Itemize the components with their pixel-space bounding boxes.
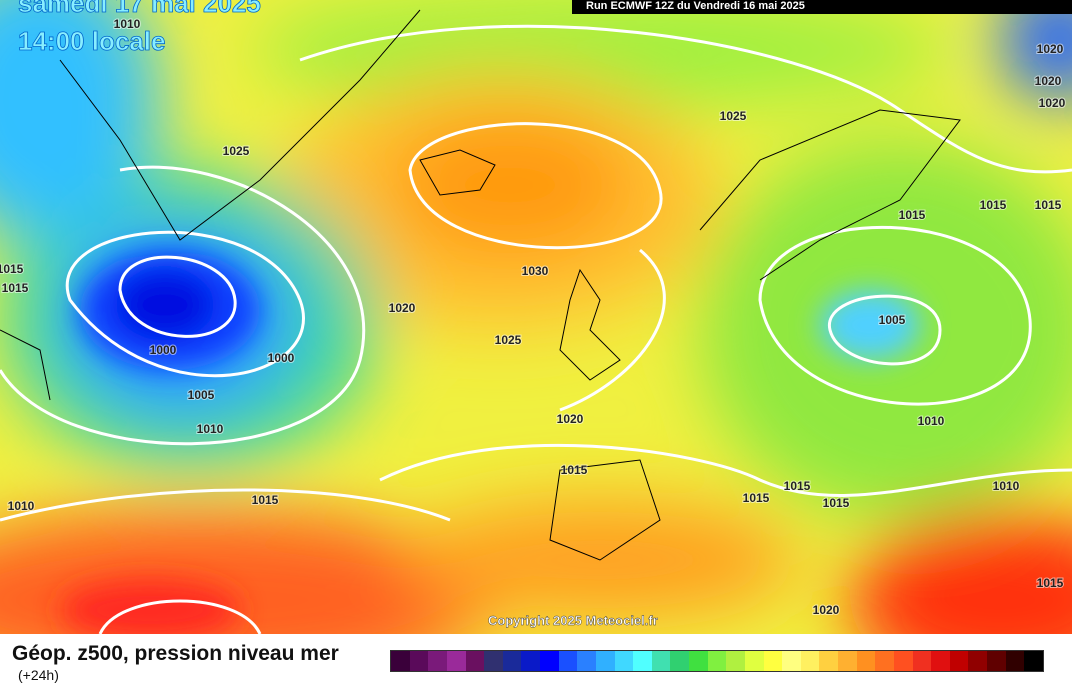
isobar-label: 1010 (197, 422, 224, 436)
scale-swatch (707, 651, 727, 671)
isobar-label: 1015 (2, 281, 29, 295)
scale-swatch (1005, 651, 1025, 671)
isobar-label: 1015 (899, 208, 926, 222)
footer-subtitle: (+24h) (18, 667, 59, 683)
scale-swatch (968, 651, 987, 671)
scale-swatch (838, 651, 857, 671)
scale-swatch (446, 651, 466, 671)
isobar-label: 1010 (918, 414, 945, 428)
isobar-label: 1025 (495, 333, 522, 347)
scale-swatch (987, 651, 1006, 671)
scale-swatch (540, 651, 559, 671)
scale-swatch (689, 651, 708, 671)
isobar-label: 1015 (1035, 198, 1062, 212)
isobar-label: 1005 (188, 388, 215, 402)
isobar-label: 1005 (879, 313, 906, 327)
isobar-label: 1020 (813, 603, 840, 617)
isobar-label: 1010 (993, 479, 1020, 493)
isobar-label: 1015 (252, 493, 279, 507)
scale-swatch (782, 651, 801, 671)
scale-swatch (763, 651, 783, 671)
isobar-label: 1030 (522, 264, 549, 278)
scale-swatch (1024, 651, 1043, 671)
isobar-label: 1015 (1037, 576, 1064, 590)
isobar-label: 1010 (8, 499, 35, 513)
scale-swatch (856, 651, 876, 671)
isobar-label: 1000 (150, 343, 177, 357)
isobar-label: 1015 (561, 463, 588, 477)
scale-swatch (670, 651, 689, 671)
lows (60, 250, 920, 634)
scale-swatch (521, 651, 540, 671)
footer-title: Géop. z500, pression niveau mer (12, 642, 339, 665)
isobar-label: 1020 (1035, 74, 1062, 88)
isobars (0, 24, 1072, 634)
isobar-label: 1020 (1039, 96, 1066, 110)
isobar-label: 1015 (743, 491, 770, 505)
scale-swatch (614, 651, 634, 671)
run-text: Run ECMWF 12Z du Vendredi 16 mai 2025 (586, 0, 805, 12)
isobar-label: 1025 (223, 144, 250, 158)
isobar-label: 1010 (114, 17, 141, 31)
scale-swatch (819, 651, 838, 671)
scale-swatch (391, 651, 410, 671)
scale-swatch (726, 651, 745, 671)
scale-swatch (428, 651, 447, 671)
scale-swatch (558, 651, 578, 671)
scale-swatch (893, 651, 913, 671)
scale-swatch (931, 651, 950, 671)
date: samedi 17 mai 2025 (18, 0, 261, 18)
scale-swatch (651, 651, 671, 671)
isobar-label: 1015 (823, 496, 850, 510)
scale-swatch (595, 651, 615, 671)
run-banner (572, 0, 1072, 14)
scale-swatch (949, 651, 969, 671)
scale-swatch (633, 651, 652, 671)
scale-swatch (502, 651, 522, 671)
scale-swatch (744, 651, 764, 671)
isobar-label: 1015 (0, 262, 24, 276)
coastlines (0, 9, 961, 561)
isobar-label: 1020 (389, 301, 416, 315)
scale-swatch (577, 651, 596, 671)
scale-swatch (409, 651, 429, 671)
isobar-label: 1000 (268, 351, 295, 365)
isobar-label: 1020 (557, 412, 584, 426)
isobar-labels: 1010 1020 1020 1020 1025 1025 1015 1015 1015 1015… (0, 16, 1067, 618)
copyright: Copyright 2025 Meteociel.fr (488, 613, 658, 628)
scale-swatch (912, 651, 932, 671)
isobar-label: 1015 (784, 479, 811, 493)
isobar-label: 1025 (720, 109, 747, 123)
time: 14:00 locale (18, 26, 165, 56)
scale-swatch (875, 651, 894, 671)
isobar-label: 1020 (1037, 42, 1064, 56)
scale-swatch (800, 651, 820, 671)
color-scale (390, 650, 1044, 672)
weather-map: Run ECMWF 12Z du Vendredi 16 mai 2025 sa… (0, 0, 1072, 634)
isobar-label: 1015 (980, 198, 1007, 212)
scale-swatch (484, 651, 503, 671)
scale-swatch (465, 651, 485, 671)
